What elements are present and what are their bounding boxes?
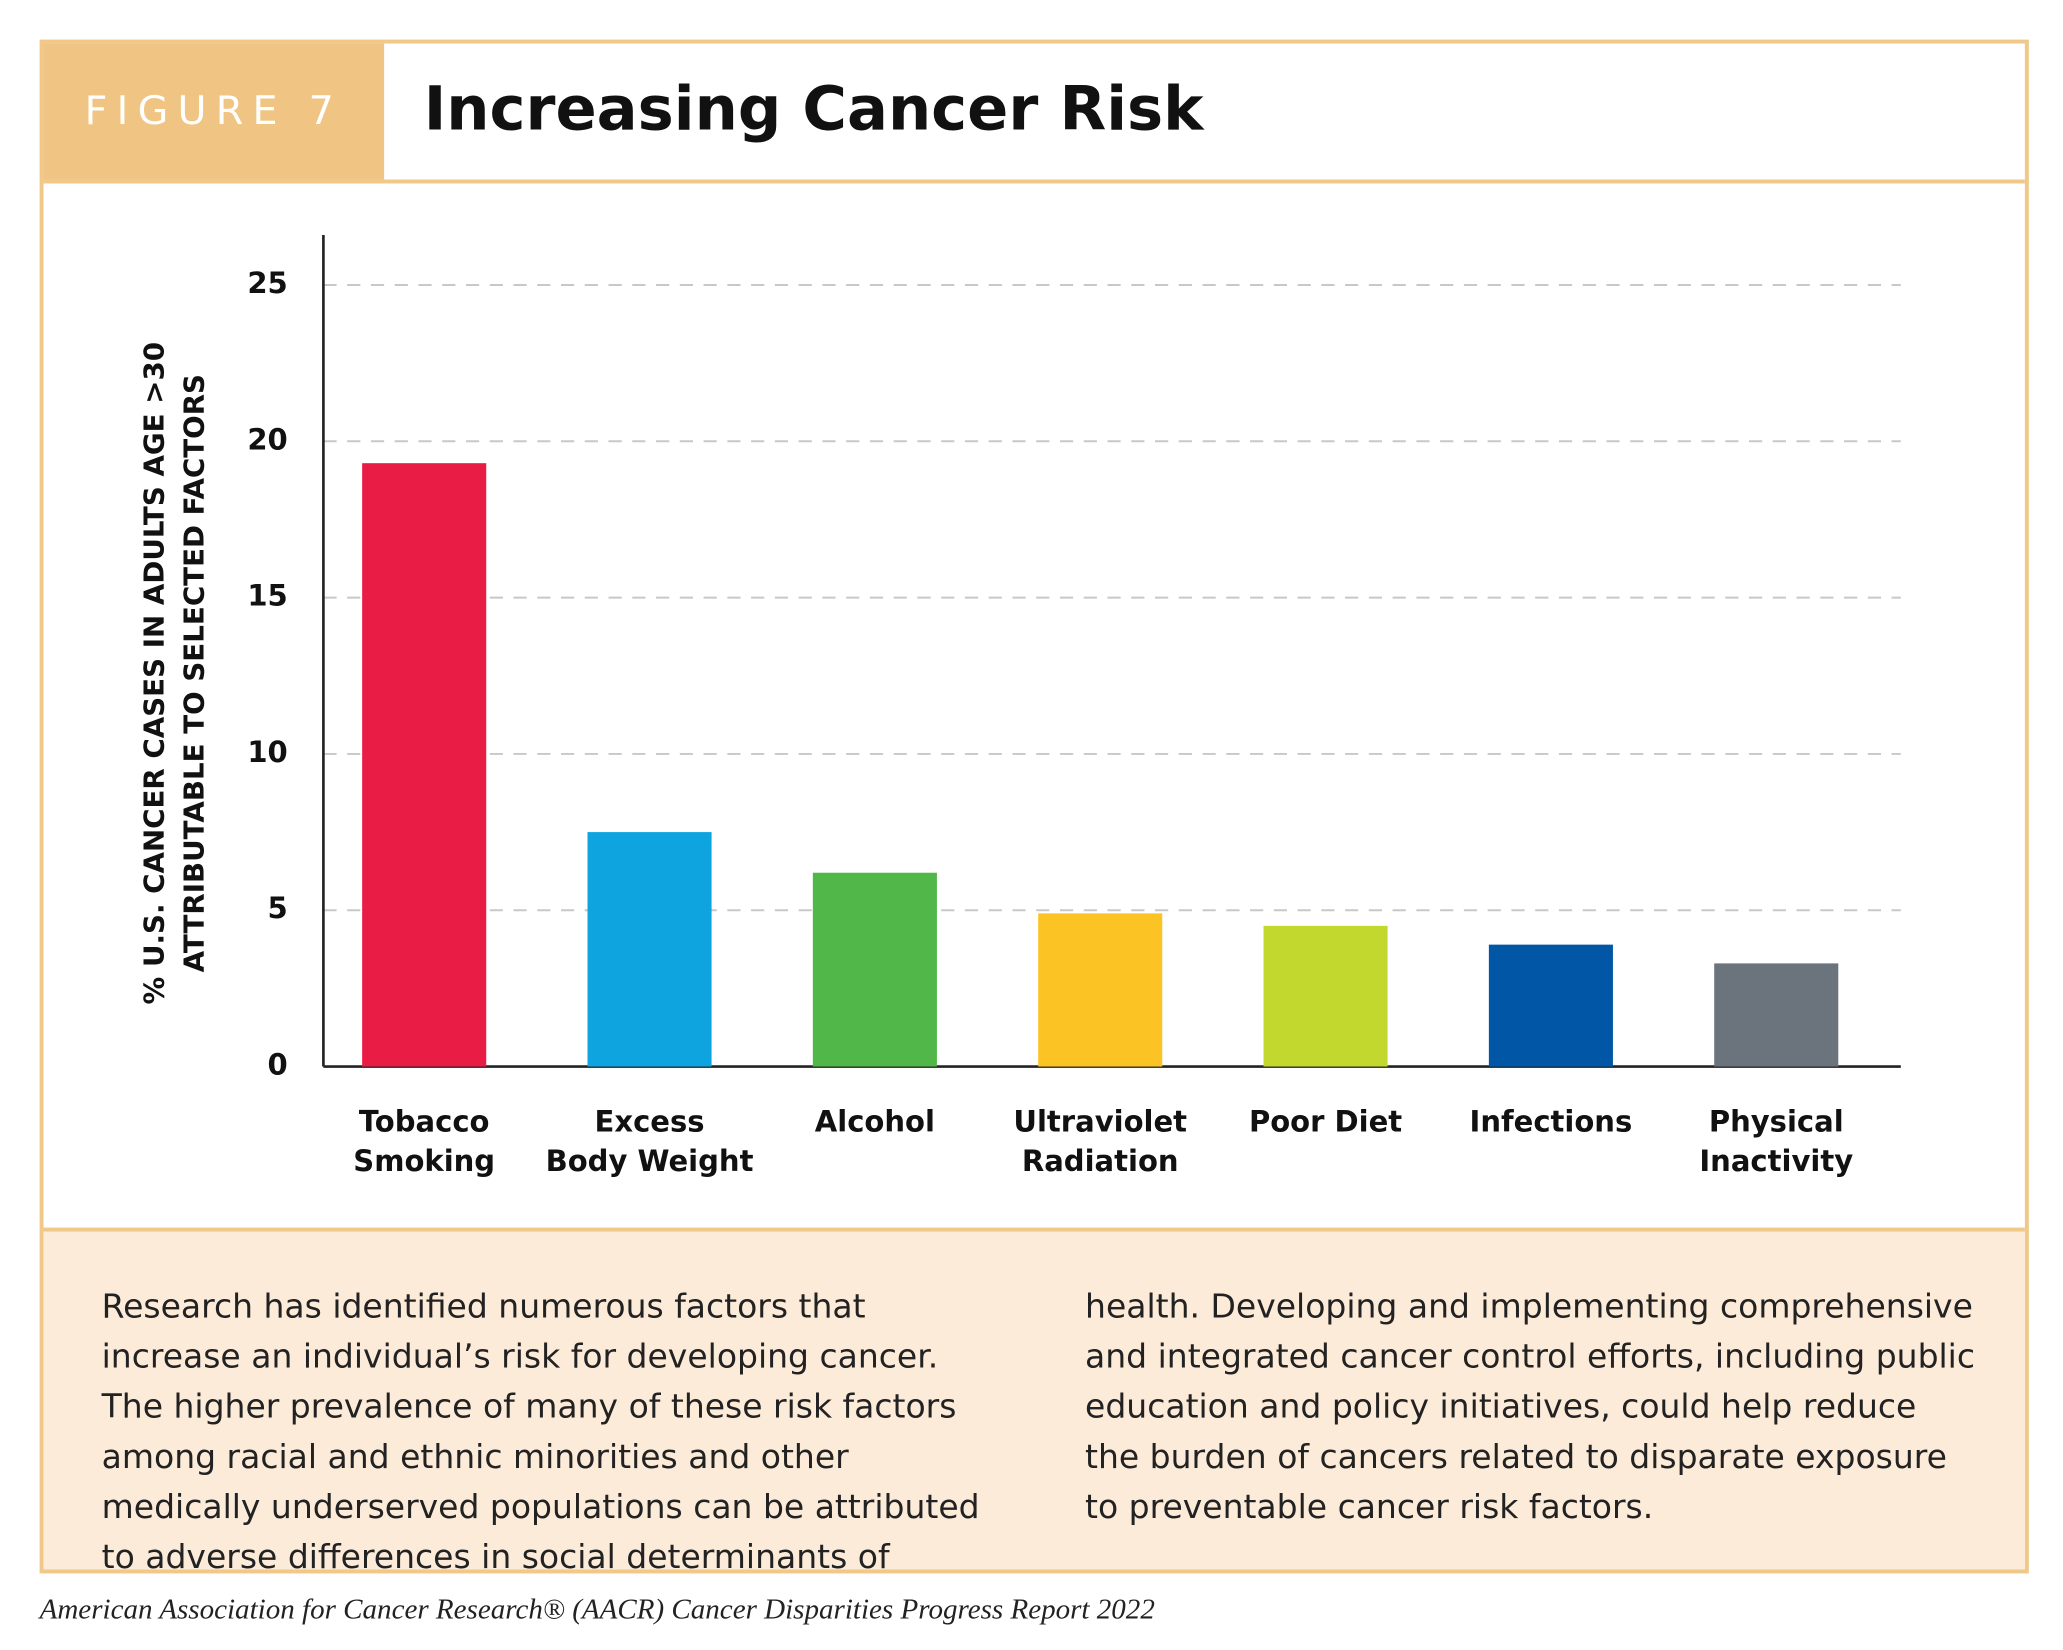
y-tick-label: 15 (247, 579, 287, 613)
divider (43, 179, 2025, 184)
x-tick-label: Alcohol (815, 1104, 935, 1138)
figure-label: FIGURE 7 (43, 43, 385, 180)
bar (1488, 944, 1613, 1067)
x-tick-label: Inactivity (1699, 1144, 1853, 1178)
body-text: Research has identified numerous factors… (101, 1287, 1976, 1577)
y-tick-label: 25 (247, 266, 287, 300)
x-tick-label: Tobacco (359, 1104, 490, 1138)
y-tick-label: 5 (268, 891, 288, 925)
bar (587, 832, 712, 1067)
x-tick-label: Excess (595, 1104, 705, 1138)
x-tick-label: Poor Diet (1249, 1104, 1402, 1138)
x-tick-label: Smoking (353, 1144, 495, 1178)
y-axis-label: % U.S. CANCER CASES IN ADULTS AGE >30 (138, 342, 171, 1005)
bar (1263, 925, 1388, 1067)
x-tick-label: Infections (1470, 1104, 1633, 1138)
x-tick-label: Radiation (1022, 1144, 1179, 1178)
x-tick-label: Body Weight (546, 1144, 754, 1178)
chart-title: Increasing Cancer Risk (423, 72, 1204, 144)
bar (362, 463, 487, 1067)
footer: American Association for Cancer Research… (39, 1591, 1155, 1625)
y-tick-label: 10 (247, 735, 287, 769)
bar (1038, 913, 1163, 1067)
x-tick-label: Physical (1709, 1104, 1844, 1138)
x-tick-label: Ultraviolet (1013, 1104, 1187, 1138)
frame: FIGURE 7 Increasing Cancer Risk Research… (39, 39, 2029, 1576)
y-tick-label: 20 (247, 422, 287, 456)
bar (1714, 963, 1839, 1067)
bar (812, 872, 937, 1067)
y-axis-label: ATTRIBUTABLE TO SELECTED FACTORS (177, 374, 210, 972)
text-panel: Research has identified numerous factors… (43, 1227, 2025, 1576)
y-tick-label: 0 (268, 1048, 288, 1082)
